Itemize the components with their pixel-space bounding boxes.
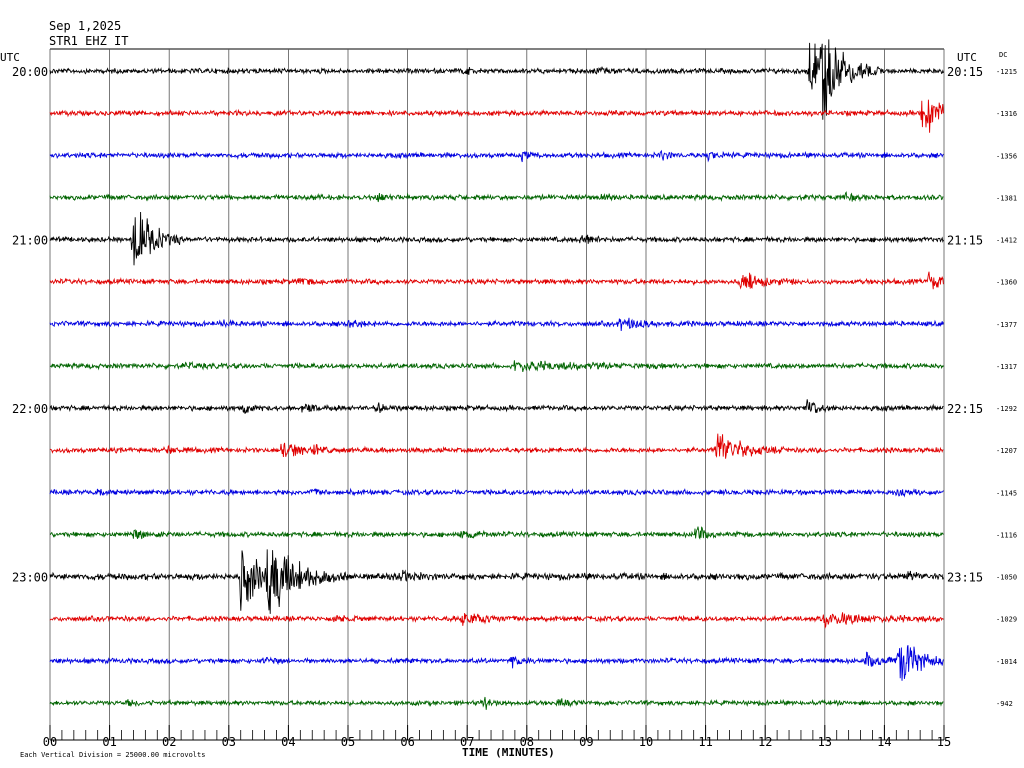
trace-row-1 xyxy=(49,99,944,133)
plot-grid xyxy=(49,48,945,740)
dc-offset-label: -1050 xyxy=(996,574,1017,582)
dc-offset-label: -1145 xyxy=(996,489,1017,497)
scale-note: Each Vertical Division = 25000.00 microv… xyxy=(20,751,205,759)
x-tick-label: 11 xyxy=(698,735,712,749)
row-time-label-right: 22:15 xyxy=(947,402,983,416)
trace-row-0 xyxy=(49,39,944,120)
trace-row-6 xyxy=(49,317,944,332)
dc-offset-label: -1014 xyxy=(996,658,1017,666)
x-tick-label: 12 xyxy=(758,735,772,749)
label-layer: UTC UTC DC TIME (MINUTES) Each Vertical … xyxy=(0,51,1017,759)
x-tick-label: 06 xyxy=(400,735,414,749)
row-time-label-left: 20:00 xyxy=(12,65,48,79)
row-time-label-right: 23:15 xyxy=(947,571,983,585)
dc-label: DC xyxy=(999,51,1007,59)
row-time-label-right: 21:15 xyxy=(947,234,983,248)
trace-row-14 xyxy=(49,645,944,681)
chart-date: Sep 1,2025 xyxy=(49,19,122,33)
x-axis-label: TIME (MINUTES) xyxy=(462,746,555,759)
trace-row-11 xyxy=(49,526,944,540)
x-tick-label: 00 xyxy=(43,735,57,749)
trace-row-9 xyxy=(49,433,944,459)
dc-offset-label: -1292 xyxy=(996,405,1017,413)
x-tick-label: 15 xyxy=(937,735,951,749)
x-tick-label: 08 xyxy=(520,735,534,749)
dc-offset-label: -1316 xyxy=(996,110,1017,118)
trace-row-8 xyxy=(49,399,944,414)
trace-row-15 xyxy=(49,696,944,710)
trace-row-5 xyxy=(49,271,944,290)
dc-offset-label: -1377 xyxy=(996,321,1017,329)
dc-offset-label: -1207 xyxy=(996,447,1017,455)
utc-label-right: UTC xyxy=(957,51,977,64)
trace-row-3 xyxy=(49,191,944,203)
trace-row-13 xyxy=(49,612,944,629)
dc-offset-label: -1360 xyxy=(996,279,1017,287)
dc-offset-label: -1356 xyxy=(996,152,1017,160)
x-tick-label: 13 xyxy=(818,735,832,749)
x-tick-label: 04 xyxy=(281,735,295,749)
trace-layer xyxy=(49,39,944,710)
trace-row-4 xyxy=(49,211,944,266)
dc-offset-label: -1116 xyxy=(996,531,1017,539)
row-time-label-left: 22:00 xyxy=(12,402,48,416)
x-tick-label: 14 xyxy=(877,735,891,749)
x-tick-label: 07 xyxy=(460,735,474,749)
trace-row-7 xyxy=(49,360,944,372)
dc-offset-label: -1317 xyxy=(996,363,1017,371)
row-time-label-right: 20:15 xyxy=(947,65,983,79)
trace-row-2 xyxy=(49,149,944,163)
x-tick-label: 01 xyxy=(102,735,116,749)
dc-offset-label: -1215 xyxy=(996,68,1017,76)
x-tick-label: 03 xyxy=(222,735,236,749)
x-tick-label: 09 xyxy=(579,735,593,749)
dc-offset-label: -1412 xyxy=(996,237,1017,245)
x-tick-label: 02 xyxy=(162,735,176,749)
utc-label-left: UTC xyxy=(0,51,20,64)
x-tick-label: 10 xyxy=(639,735,653,749)
trace-row-10 xyxy=(49,487,944,498)
station-id: STR1 EHZ IT xyxy=(49,34,129,48)
dc-offset-label: -942 xyxy=(996,700,1013,708)
row-time-label-left: 23:00 xyxy=(12,571,48,585)
trace-row-12 xyxy=(49,549,944,614)
time-axis: 00 01 02 03 04 05 06 07 08 09 10 11 12 13 14 15 xyxy=(43,725,951,749)
dc-offset-label: -1381 xyxy=(996,194,1017,202)
row-time-label-left: 21:00 xyxy=(12,234,48,248)
x-tick-label: 05 xyxy=(341,735,355,749)
dc-offset-label: -1029 xyxy=(996,616,1017,624)
